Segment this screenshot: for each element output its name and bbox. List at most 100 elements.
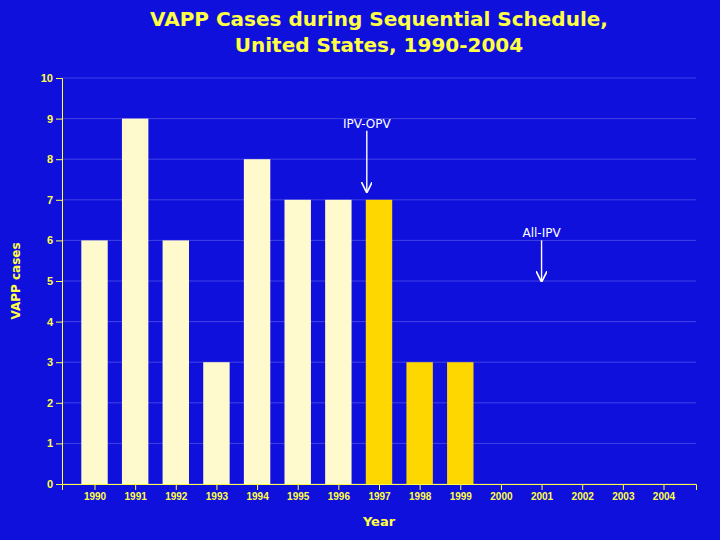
x-tick: 2004: [653, 484, 676, 502]
annotations: IPV-OPV All-IPV: [343, 117, 562, 281]
x-tick-mark: [176, 484, 177, 490]
y-tick: 4: [47, 316, 62, 328]
y-tick: 0: [47, 478, 62, 490]
y-tick-mark: [56, 403, 62, 404]
y-tick: 1: [47, 437, 62, 449]
x-tick-mark: [623, 484, 624, 490]
grid-line: [62, 78, 696, 79]
x-axis-line: [63, 485, 697, 491]
bar: [528, 484, 554, 485]
y-tick-mark: [56, 322, 62, 323]
annotation-text: IPV-OPV: [343, 117, 392, 131]
y-tick-mark: [56, 200, 62, 201]
x-tick-label: 1996: [328, 491, 351, 502]
bar: [610, 484, 636, 485]
x-tick-mark: [582, 484, 583, 490]
x-tick: 1998: [409, 484, 432, 502]
y-tick-label: 3: [47, 356, 53, 368]
x-tick-label: 1997: [368, 491, 391, 502]
x-tick: 1990: [84, 484, 107, 502]
x-tick-mark: [135, 484, 136, 490]
x-tick: 2001: [531, 484, 554, 502]
x-tick: 1999: [450, 484, 473, 502]
bars: [81, 119, 473, 484]
title-line: VAPP Cases during Sequential Schedule,: [150, 7, 608, 31]
bar: [81, 240, 107, 484]
y-tick: 6: [47, 234, 62, 246]
x-tick-label: 2003: [612, 491, 635, 502]
x-tick: 1995: [287, 484, 310, 502]
y-tick-label: 2: [47, 397, 53, 409]
grid: [62, 78, 696, 484]
title: VAPP Cases during Sequential Schedule,Un…: [150, 7, 608, 57]
x-tick-label: 1990: [84, 491, 107, 502]
y-tick: 9: [47, 113, 62, 125]
x-tick-label: 1998: [409, 491, 432, 502]
annotation-arrow: [541, 240, 542, 281]
x-tick-label: 1994: [246, 491, 269, 502]
bar: [447, 362, 473, 484]
chart-svg: 1990 1991 1992 1993 1994 1995 1996 1997 1998 1999…: [0, 0, 720, 540]
y-tick-label: 9: [47, 113, 53, 125]
x-tick: 2002: [572, 484, 595, 502]
x-tick-mark: [298, 484, 299, 490]
background: [0, 0, 720, 540]
x-tick-mark: [95, 484, 96, 490]
x-tick: 1993: [206, 484, 229, 502]
grid-line: [62, 159, 696, 160]
y-tick-mark: [56, 119, 62, 120]
bar: [650, 484, 676, 485]
x-tick-label: 2002: [572, 491, 595, 502]
annotation-arrow: [366, 131, 367, 192]
x-tick-label: 2004: [653, 491, 676, 502]
y-tick-label: 0: [47, 478, 53, 490]
x-tick: 2000: [490, 484, 513, 502]
y-tick-mark: [56, 240, 62, 241]
x-tick-mark: [501, 484, 502, 490]
x-tick-mark: [663, 484, 664, 490]
x-tick: 1991: [125, 484, 148, 502]
x-tick: 2003: [612, 484, 635, 502]
chart-container: 1990 1991 1992 1993 1994 1995 1996 1997 1998 1999…: [0, 0, 720, 540]
x-tick: 1994: [246, 484, 269, 502]
bar: [122, 119, 148, 484]
annotation-text: All-IPV: [522, 226, 561, 240]
bar: [203, 362, 229, 484]
y-tick-label: 7: [47, 194, 53, 206]
x-tick-label: 2001: [531, 491, 554, 502]
y-tick-mark: [56, 78, 62, 79]
y-tick: 2: [47, 397, 62, 409]
x-tick-mark: [216, 484, 217, 490]
y-tick-mark: [56, 362, 62, 363]
y-tick-label: 8: [47, 153, 53, 165]
y-tick-mark: [56, 484, 62, 485]
y-tick: 8: [47, 153, 62, 165]
y-tick-label: 5: [47, 275, 53, 287]
x-tick-label: 1993: [206, 491, 229, 502]
y-axis-line: [56, 79, 63, 485]
x-tick: 1996: [328, 484, 351, 502]
y-tick-mark: [56, 281, 62, 282]
x-tick-label: 1995: [287, 491, 310, 502]
y-tick-label: 4: [47, 316, 54, 328]
y-tick: 3: [47, 356, 62, 368]
x-tick-mark: [460, 484, 461, 490]
x-axis: 1990 1991 1992 1993 1994 1995 1996 1997 1998 1999…: [63, 484, 697, 502]
x-axis-label: Year: [362, 514, 396, 529]
x-tick-mark: [338, 484, 339, 490]
bar: [406, 362, 432, 484]
x-tick-label: 1999: [450, 491, 473, 502]
bar: [366, 200, 392, 484]
x-tick-mark: [257, 484, 258, 490]
bar: [244, 159, 270, 484]
y-tick-mark: [56, 159, 62, 160]
x-tick-mark: [420, 484, 421, 490]
y-tick-label: 1: [47, 437, 53, 449]
x-tick-mark: [379, 484, 380, 490]
x-tick-label: 1992: [165, 491, 188, 502]
x-tick: 1992: [165, 484, 188, 502]
y-axis-label: VAPP cases: [9, 242, 23, 319]
y-tick: 7: [47, 194, 62, 206]
bar: [285, 200, 311, 484]
x-tick-mark: [542, 484, 543, 490]
